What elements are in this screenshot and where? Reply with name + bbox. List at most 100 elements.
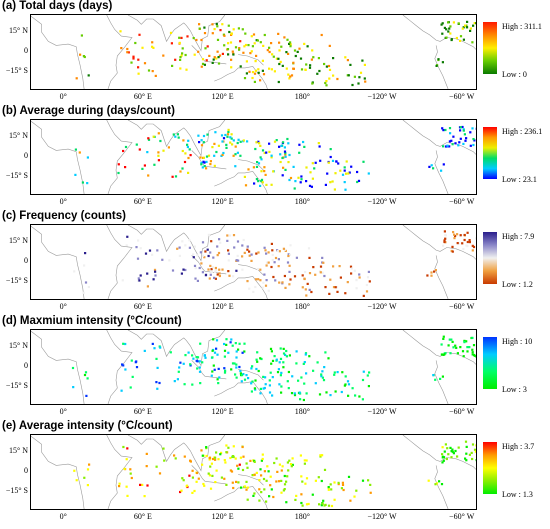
marine-point <box>361 59 364 62</box>
marine-point <box>203 161 206 164</box>
marine-point <box>279 60 282 63</box>
marine-point <box>332 286 336 289</box>
marine-point <box>207 154 211 157</box>
marine-point <box>129 386 132 389</box>
marine-point <box>263 488 266 491</box>
marine-point <box>216 353 219 356</box>
marine-point <box>452 135 455 138</box>
marine-point <box>319 454 322 457</box>
marine-point <box>191 383 194 386</box>
marine-point <box>262 281 265 284</box>
marine-point <box>351 387 354 390</box>
marine-point <box>459 137 462 140</box>
marine-point <box>84 252 87 255</box>
marine-point <box>292 165 295 168</box>
marine-point <box>289 463 293 466</box>
marine-point <box>258 499 261 502</box>
marine-point <box>311 493 314 496</box>
marine-point <box>265 500 268 503</box>
marine-point <box>203 32 207 35</box>
colorbar-high-label: High : 10 <box>502 337 533 346</box>
marine-point <box>124 368 127 371</box>
marine-point <box>242 238 245 242</box>
marine-point <box>317 476 320 479</box>
marine-point <box>323 366 326 369</box>
marine-point <box>273 461 276 465</box>
marine-point <box>448 145 451 148</box>
marine-point <box>271 376 274 379</box>
marine-point <box>220 476 223 479</box>
marine-point <box>454 142 457 145</box>
marine-point <box>252 494 255 497</box>
marine-point <box>338 265 341 268</box>
marine-point <box>251 45 254 48</box>
marine-point <box>208 54 211 57</box>
marine-point <box>210 268 213 271</box>
marine-point <box>281 281 284 284</box>
marine-point <box>289 75 292 78</box>
marine-point <box>211 457 215 461</box>
marine-point <box>367 479 370 482</box>
marine-point <box>238 47 241 50</box>
marine-point <box>296 50 299 53</box>
marine-point <box>259 392 262 395</box>
marine-point <box>247 377 250 380</box>
marine-point <box>179 490 182 494</box>
marine-point <box>323 468 327 471</box>
marine-point <box>205 446 208 449</box>
marine-point <box>346 380 350 383</box>
marine-point <box>252 290 255 293</box>
marine-point <box>355 279 358 282</box>
marine-point <box>216 25 219 28</box>
marine-point <box>452 452 455 455</box>
marine-point <box>242 373 245 376</box>
marine-point <box>203 484 206 487</box>
marine-point <box>468 239 471 242</box>
marine-point <box>264 284 268 287</box>
marine-point <box>138 279 141 282</box>
marine-point <box>208 277 211 280</box>
marine-point <box>265 264 268 267</box>
marine-point <box>464 24 467 27</box>
marine-point <box>182 268 185 271</box>
marine-point <box>206 248 209 251</box>
marine-point <box>257 278 260 281</box>
marine-point <box>303 42 306 45</box>
marine-point <box>228 274 231 277</box>
latitude-label: −15° S <box>5 485 28 495</box>
marine-point <box>312 369 315 372</box>
marine-point <box>440 483 444 486</box>
marine-point <box>193 53 196 56</box>
marine-point <box>444 233 447 237</box>
marine-point <box>134 361 137 364</box>
marine-point <box>200 139 203 142</box>
marine-point <box>74 173 77 176</box>
marine-point <box>305 180 308 183</box>
marine-point <box>178 246 181 249</box>
marine-point <box>230 368 233 371</box>
marine-point <box>241 468 245 472</box>
marine-point <box>450 139 453 142</box>
marine-point <box>293 187 296 190</box>
marine-point <box>206 133 209 136</box>
marine-point <box>271 394 274 397</box>
marine-point <box>88 463 91 466</box>
marine-point <box>450 38 453 42</box>
marine-point <box>462 38 465 41</box>
marine-point <box>280 479 283 482</box>
marine-point <box>187 351 190 354</box>
marine-point <box>280 371 283 374</box>
marine-point <box>215 469 218 472</box>
marine-point <box>303 459 306 462</box>
marine-point <box>446 144 449 147</box>
marine-point <box>310 58 313 61</box>
marine-point <box>144 252 148 255</box>
marine-point <box>129 472 132 475</box>
marine-point <box>466 231 469 234</box>
marine-point <box>138 148 141 151</box>
marine-point <box>321 370 324 373</box>
marine-point <box>325 65 328 68</box>
coastline <box>434 465 449 509</box>
marine-point <box>299 454 302 457</box>
marine-point <box>161 258 164 261</box>
